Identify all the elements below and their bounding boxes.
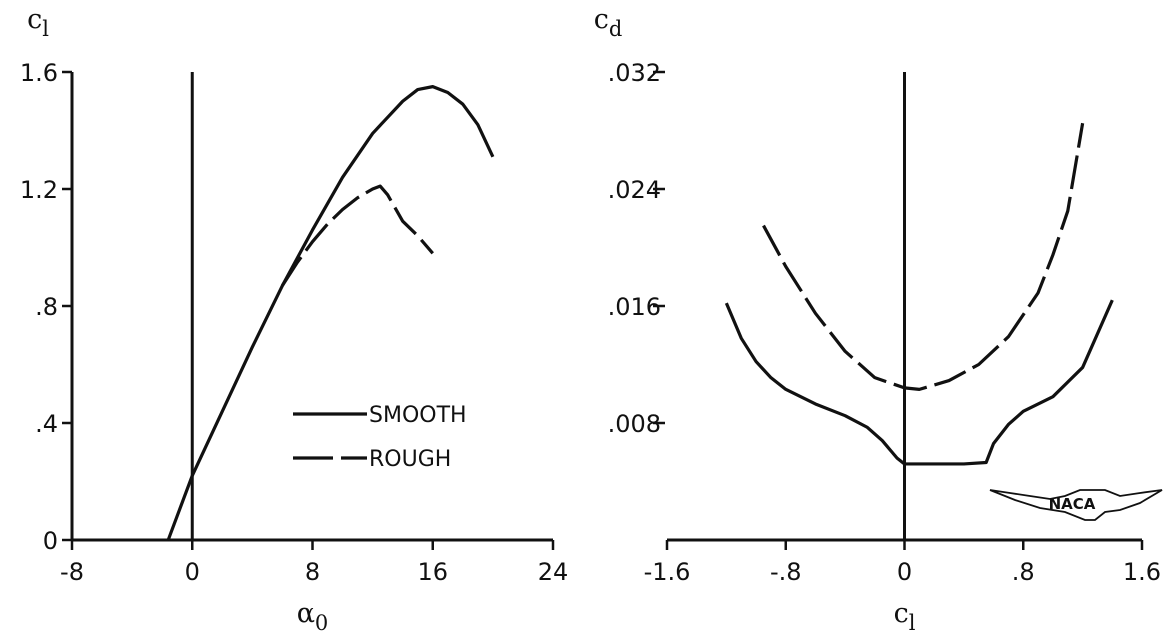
x-tick-label: -.8 [770,558,802,586]
x-tick-label: 16 [417,558,448,586]
x-axis-label: α0 [297,598,329,633]
y-tick-label: .024 [608,176,661,204]
series-rough [762,122,1085,391]
legend-label-rough: ROUGH [369,447,451,472]
y-tick-label: .008 [608,410,661,438]
x-tick-label: -1.6 [644,558,691,586]
y-tick-label: .4 [35,410,58,438]
naca-logo: NACA [989,489,1163,521]
x-tick-label: 8 [305,558,320,586]
x-tick-label: .8 [1012,558,1035,586]
y-tick-label: 0 [43,527,58,555]
y-axis-label: cd [594,4,623,41]
y-tick-label: .8 [35,293,58,321]
series-smooth [166,85,495,541]
y-axis-label: cl [27,4,49,41]
x-tick-label: 0 [897,558,912,586]
y-tick-label: 1.2 [20,176,58,204]
x-axis-label: cl [894,598,916,633]
naca-logo-text: NACA [1049,495,1096,513]
drag-polar-chart: -1.6 -.8 0 .8 1.6 .008 .016 .024 .032 cl cd [594,4,1161,633]
x-tick-label: 1.6 [1123,558,1161,586]
series-smooth [724,299,1114,466]
y-tick-label: .016 [608,293,661,321]
series-rough [281,184,434,287]
y-tick-label: 1.6 [20,59,58,87]
x-tick-label: -8 [60,558,84,586]
x-tick-label: 24 [538,558,569,586]
legend-label-smooth: SMOOTH [369,403,467,428]
y-tick-label: .032 [608,59,661,87]
x-tick-label: 0 [185,558,200,586]
